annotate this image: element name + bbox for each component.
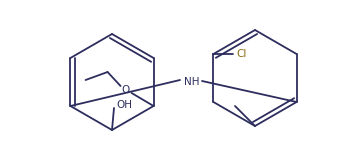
Text: OH: OH — [116, 100, 132, 110]
Text: O: O — [121, 85, 130, 95]
Text: Cl: Cl — [237, 49, 247, 59]
Text: NH: NH — [184, 77, 200, 87]
